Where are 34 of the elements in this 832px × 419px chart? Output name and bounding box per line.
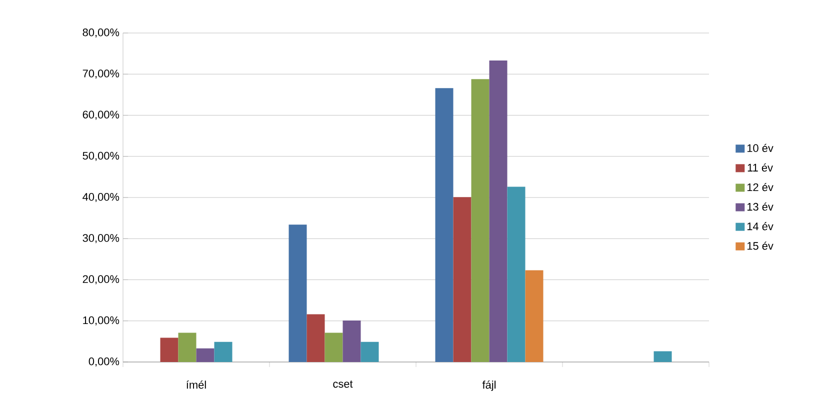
bar (324, 332, 343, 362)
bar (342, 320, 361, 362)
legend-label: 14 év (747, 222, 774, 230)
bar (471, 79, 490, 362)
bar (525, 270, 544, 362)
legend-label: 13 év (747, 202, 774, 211)
y-tick-label: 40,00% (82, 192, 120, 202)
bar (654, 351, 672, 362)
y-tick-label: 70,00% (82, 70, 120, 79)
x-tick-label: cset (333, 380, 353, 388)
bar (178, 332, 196, 362)
legend-label: 15 év (747, 242, 774, 250)
y-tick-label: 20,00% (82, 275, 120, 284)
x-tick-label: ímél (186, 380, 206, 389)
y-tick-label: 0,00% (88, 357, 120, 367)
bar (196, 348, 214, 362)
legend-label: 11 év (748, 163, 773, 172)
bar (288, 224, 307, 362)
y-tick-label: 80,00% (82, 28, 120, 38)
bar (306, 314, 325, 362)
bar (160, 338, 178, 362)
bar (507, 186, 526, 362)
y-tick-label: 30,00% (82, 234, 120, 244)
legend-label: 12 év (747, 182, 774, 192)
bar (214, 342, 232, 362)
y-tick-label: 50,00% (82, 152, 120, 161)
y-tick-label: 10,00% (83, 316, 120, 326)
y-tick-label: 60,00% (82, 110, 120, 120)
bar (453, 197, 472, 362)
legend-label: 10 év (747, 144, 774, 152)
bar (360, 342, 379, 362)
bar (435, 88, 454, 362)
x-tick-label: fájl (482, 380, 496, 391)
bar (489, 60, 508, 362)
